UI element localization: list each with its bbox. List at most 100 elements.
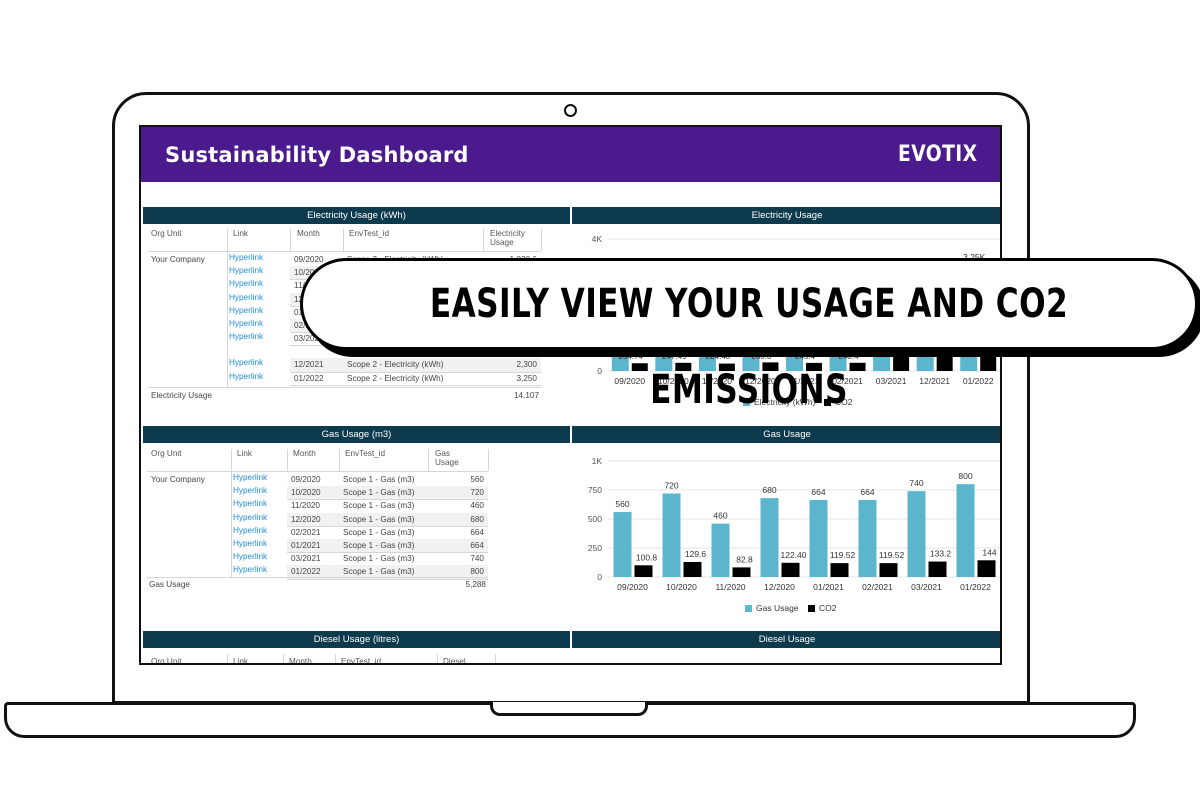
- usage-value-label: 664: [860, 487, 874, 497]
- y-tick-label: 1K: [592, 456, 603, 466]
- usage-value-cell: 664: [470, 527, 484, 537]
- usage-bar: [711, 523, 730, 577]
- co2-value-label: 224.48: [706, 352, 731, 361]
- hyperlink[interactable]: Hyperlink: [229, 371, 264, 381]
- hyperlink[interactable]: Hyperlink: [229, 358, 264, 368]
- legend-label-co2: CO2: [835, 397, 853, 407]
- hyperlink[interactable]: Hyperlink: [229, 319, 264, 328]
- hyperlink[interactable]: Hyperlink: [233, 552, 268, 562]
- usage-value-label: 3.25K: [963, 252, 986, 262]
- hyperlink[interactable]: Hyperlink: [233, 539, 268, 548]
- co2-bar: [928, 561, 947, 577]
- org-unit-cell: Your Company: [151, 255, 205, 264]
- y-tick-label: 250: [588, 543, 602, 553]
- hyperlink[interactable]: Hyperlink: [229, 266, 264, 276]
- electricity-total-label: Electricity Usage: [151, 391, 212, 400]
- co2-bar: [879, 563, 898, 577]
- laptop-screen: Sustainability Dashboard EVOTIX Electric…: [139, 125, 1002, 665]
- usage-value-label: 560: [615, 499, 629, 509]
- row-shade: [290, 358, 541, 372]
- hyperlink[interactable]: Hyperlink: [233, 525, 268, 535]
- diesel-chart-title: Diesel Usage: [572, 631, 1000, 648]
- co2-value-label: 119.52: [879, 550, 905, 560]
- co2-value-label: 129.6: [685, 549, 707, 559]
- x-tick-label: 03/2021: [876, 376, 907, 386]
- legend-swatch-usage: [743, 399, 750, 406]
- hyperlink[interactable]: Hyperlink: [233, 565, 268, 575]
- usage-value-cell: 3,250: [516, 373, 538, 383]
- envtest-cell: Scope 2 - Electricity (kWh): [347, 373, 444, 383]
- co2-bar: [683, 561, 702, 577]
- x-tick-label: 12/2021: [919, 376, 950, 386]
- usage-value-label: 664: [811, 487, 825, 497]
- month-cell: 10/2020: [294, 268, 324, 278]
- diesel-table-title: Diesel Usage (litres): [143, 631, 570, 648]
- co2-bar: [977, 560, 996, 577]
- row-shade: [287, 539, 488, 553]
- gas-total-label: Gas Usage: [149, 580, 190, 589]
- hyperlink[interactable]: Hyperlink: [233, 486, 268, 496]
- org-unit-cell: Your Company: [151, 475, 205, 484]
- x-tick-label: 03/2021: [911, 582, 942, 592]
- co2-bar: [980, 353, 997, 371]
- month-cell: 09/2020: [294, 255, 324, 264]
- col-header-envtest-id: EnvTest_id: [341, 657, 382, 665]
- co2-bar: [781, 562, 800, 577]
- month-cell: 01/2022: [291, 567, 321, 577]
- row-shade: [287, 565, 488, 579]
- hyperlink[interactable]: Hyperlink: [233, 512, 268, 522]
- hyperlink[interactable]: Hyperlink: [233, 473, 268, 482]
- x-tick-label: 11/2020: [702, 376, 732, 386]
- hyperlink[interactable]: Hyperlink: [229, 279, 264, 289]
- headline-text: EASILY VIEW YOUR USAGE AND CO2 EMISSIONS: [429, 281, 1069, 413]
- row-divider: [287, 499, 488, 501]
- diesel-usage-table: Org Unit Link Month EnvTest_id Diesel: [147, 654, 567, 665]
- y-tick-label: 750: [588, 485, 602, 495]
- legend-label-co2: CO2: [819, 603, 837, 613]
- col-header-link: Link: [237, 449, 253, 458]
- month-cell: 10/2020: [291, 488, 321, 498]
- headline-banner: EASILY VIEW YOUR USAGE AND CO2 EMISSIONS: [300, 258, 1198, 413]
- row-shade: [287, 512, 488, 526]
- hyperlink[interactable]: Hyperlink: [229, 253, 264, 262]
- legend-swatch-co2: [824, 399, 831, 406]
- co2-bar: [634, 565, 653, 577]
- usage-bar: [760, 498, 779, 577]
- envtest-cell: Scope 1 - Gas (m3): [343, 514, 415, 524]
- x-tick-label: 12/2020: [764, 582, 795, 592]
- x-tick-label: 01/2021: [789, 376, 820, 386]
- hyperlink[interactable]: Hyperlink: [233, 499, 268, 509]
- usage-bar: [809, 499, 828, 577]
- laptop-notch: [490, 702, 648, 716]
- envtest-cell: Scope 1 - Gas (m3): [343, 488, 415, 498]
- evotix-logo: EVOTIX: [898, 142, 978, 167]
- hyperlink[interactable]: Hyperlink: [229, 305, 264, 315]
- electricity-chart-title: Electricity Usage: [572, 207, 1000, 224]
- gas-chart-title: Gas Usage: [572, 426, 1000, 443]
- dashboard-header: Sustainability Dashboard EVOTIX: [141, 127, 1000, 182]
- usage-value-cell: 740: [470, 554, 484, 564]
- usage-value-cell: 800: [470, 567, 484, 577]
- row-shade: [287, 486, 488, 500]
- co2-value-label: 133.2: [930, 549, 952, 559]
- co2-bar: [732, 567, 751, 577]
- usage-value-cell: 2,300: [516, 360, 538, 370]
- col-header-org-unit: Org Unit: [151, 657, 182, 665]
- hyperlink[interactable]: Hyperlink: [229, 292, 264, 302]
- y-tick-label: 500: [588, 514, 602, 524]
- hyperlink[interactable]: Hyperlink: [229, 332, 264, 342]
- usage-bar: [613, 512, 632, 577]
- usage-value-label: 460: [713, 511, 727, 521]
- month-cell: 11/2020: [291, 501, 320, 511]
- x-tick-label: 01/2022: [960, 582, 991, 592]
- co2-value-label: 234.74: [619, 352, 644, 361]
- envtest-cell: Scope 1 - Gas (m3): [343, 501, 415, 511]
- usage-bar: [858, 499, 877, 577]
- x-tick-label: 11/2020: [715, 582, 745, 592]
- month-cell: 12/2021: [294, 360, 324, 370]
- usage-value-cell: 720: [470, 488, 484, 498]
- col-header-org-unit: Org Unit: [151, 449, 182, 458]
- co2-value-label: 245.4: [795, 352, 816, 361]
- gas-usage-chart: 1K 750 500 250 0 560 100.8 09/2020 720 129.6 10/20…: [588, 456, 1000, 613]
- co2-value-label: 82.8: [736, 554, 753, 564]
